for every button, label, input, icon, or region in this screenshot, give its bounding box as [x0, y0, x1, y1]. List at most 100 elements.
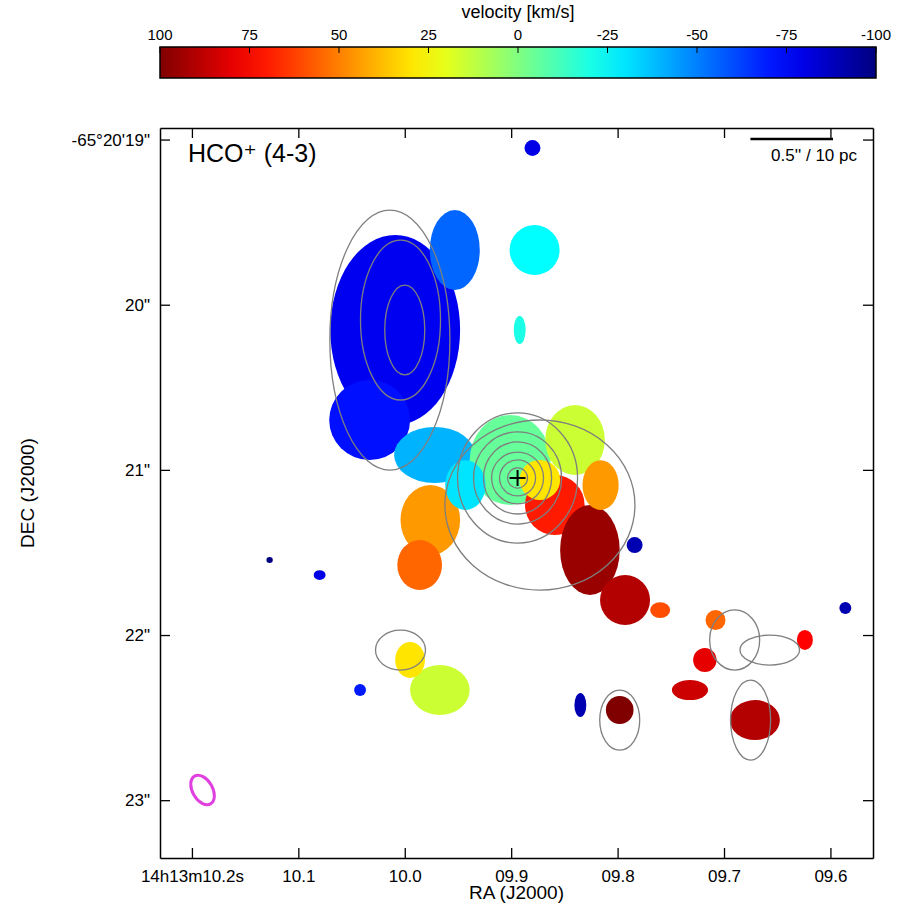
- tick: [863, 140, 873, 141]
- colorbar-tick: [249, 47, 250, 53]
- tick-mark: [405, 128, 406, 138]
- tick: 09.9: [495, 848, 528, 886]
- tick-label: -65°20'19": [72, 131, 150, 150]
- tick: [192, 128, 193, 138]
- tick-label: 09.8: [602, 867, 635, 886]
- velocity-blob: [650, 602, 670, 618]
- tick: 10.1: [282, 848, 315, 886]
- tick-mark: [160, 470, 170, 471]
- scale-bar: [750, 138, 833, 141]
- plot-background: [160, 128, 873, 858]
- axis-line: [160, 129, 162, 859]
- velocity-blob: [397, 540, 442, 590]
- tick-mark: [298, 848, 299, 858]
- tick-label: 09.7: [708, 867, 741, 886]
- tick-mark: [830, 128, 831, 138]
- velocity-blob: [514, 316, 526, 344]
- velocity-blob: [430, 210, 480, 290]
- velocity-blob: [395, 642, 425, 678]
- tick-mark: [192, 848, 193, 858]
- tick: [863, 800, 873, 801]
- intensity-contour: [484, 442, 552, 514]
- velocity-blob: [524, 140, 540, 156]
- figure: 1007550250-25-50-75-100velocity [km/s]14…: [0, 0, 924, 908]
- tick-mark: [863, 800, 873, 801]
- tick-mark: [511, 128, 512, 138]
- y-axis-title: DEC (J2000): [17, 438, 38, 548]
- tick-mark: [160, 305, 170, 306]
- colorbar-tick-label: 50: [331, 26, 348, 43]
- tick-mark: [724, 128, 725, 138]
- tick-mark: [617, 848, 618, 858]
- tick: [298, 128, 299, 138]
- velocity-blob: [693, 648, 716, 672]
- tick: [830, 128, 831, 138]
- intensity-contour: [600, 690, 640, 750]
- colorbar-tick-label: 100: [147, 26, 172, 43]
- intensity-contour: [731, 680, 771, 760]
- x-axis-top: [161, 128, 874, 138]
- velocity-blob: [510, 225, 560, 275]
- velocity-blob: [574, 693, 586, 717]
- tick-label: 10.0: [389, 867, 422, 886]
- intensity-contour: [474, 432, 562, 524]
- velocity-blob: [582, 460, 618, 510]
- axis-line: [161, 858, 874, 860]
- tick-label: 10.1: [282, 867, 315, 886]
- intensity-contour: [508, 468, 528, 488]
- tick: 21": [125, 461, 170, 480]
- tick: [511, 128, 512, 138]
- colorbar-tick: [428, 47, 429, 53]
- tick-mark: [724, 848, 725, 858]
- colorbar-tick: [518, 47, 519, 53]
- colorbar-tick-label: -75: [776, 26, 798, 43]
- colorbar-tick: [607, 47, 608, 53]
- velocity-blob: [672, 680, 708, 700]
- nucleus-cross: [517, 470, 519, 486]
- tick-label: 09.6: [814, 867, 847, 886]
- tick-mark: [160, 800, 170, 801]
- scale-bar-label: 0.5'' / 10 pc: [771, 146, 857, 165]
- velocity-blob: [600, 575, 650, 625]
- map-marks: [186, 140, 851, 809]
- tick: 10.0: [389, 848, 422, 886]
- tick-mark: [192, 128, 193, 138]
- velocity-blob: [314, 570, 326, 580]
- tick-label: 21": [125, 461, 150, 480]
- colorbar-tick-label: 0: [514, 26, 522, 43]
- tick: [863, 635, 873, 636]
- tick-mark: [511, 848, 512, 858]
- tick: 09.7: [708, 848, 741, 886]
- intensity-contour: [710, 610, 760, 670]
- y-axis-right: [863, 129, 874, 859]
- tick-mark: [830, 848, 831, 858]
- tick: 14h13m10.2s: [141, 848, 244, 886]
- velocity-blob: [627, 537, 643, 553]
- tick: 20": [125, 296, 170, 315]
- tick-mark: [863, 305, 873, 306]
- intensity-contour: [500, 460, 536, 496]
- intensity-contour: [385, 285, 425, 375]
- tick: 09.6: [814, 848, 847, 886]
- velocity-blob: [606, 696, 634, 724]
- tick-mark: [160, 139, 170, 140]
- tick-mark: [160, 635, 170, 636]
- x-axis-title: RA (J2000): [469, 882, 564, 903]
- tick-label: 14h13m10.2s: [141, 867, 244, 886]
- velocity-blob: [839, 602, 851, 614]
- tick-mark: [863, 635, 873, 636]
- x-axis: 14h13m10.2s 10.1 10.0 09.9 09.8 09.7 09.6: [141, 848, 874, 886]
- tick: [724, 128, 725, 138]
- tick: 22": [125, 626, 170, 645]
- velocity-blob: [354, 684, 366, 696]
- colorbar-tick-label: 75: [241, 26, 258, 43]
- tick: [618, 128, 619, 138]
- y-axis: -65°20'19"20"21"22"23": [72, 129, 170, 859]
- colorbar-tick: [876, 47, 877, 53]
- tick-mark: [863, 139, 873, 140]
- tick-label: 20": [125, 296, 150, 315]
- tick: 09.8: [602, 848, 635, 886]
- intensity-contour: [360, 240, 440, 400]
- colorbar-tick: [339, 47, 340, 53]
- velocity-blob: [266, 557, 272, 563]
